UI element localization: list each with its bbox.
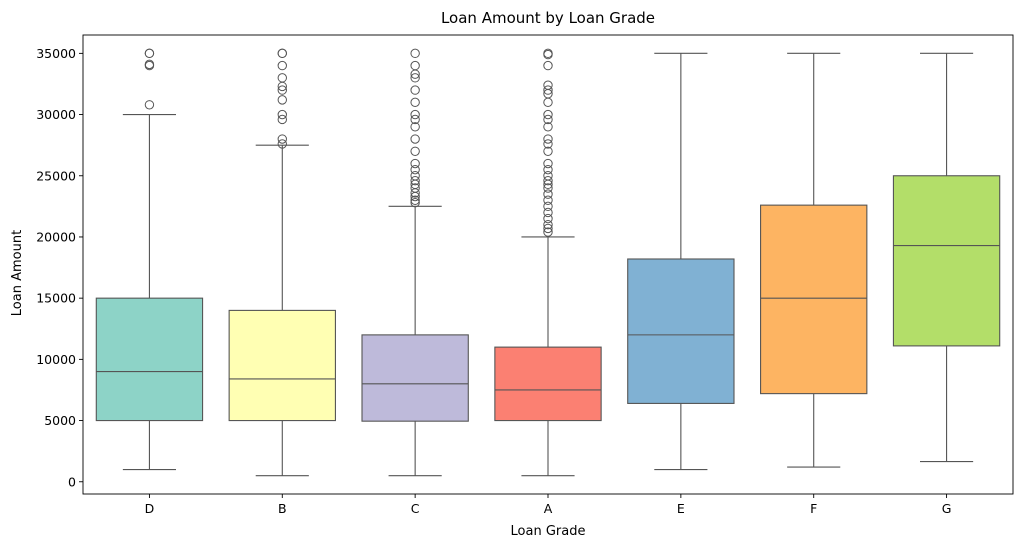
outlier-point [277, 85, 287, 95]
outlier-point [410, 175, 420, 186]
outlier-point [277, 109, 287, 120]
y-tick-label: 0 [68, 474, 76, 489]
outlier-point [410, 69, 420, 79]
y-tick-label: 35000 [36, 46, 76, 61]
outlier-point [410, 195, 420, 205]
outlier-point [543, 48, 553, 59]
outlier-point [543, 89, 553, 99]
outlier-point [410, 179, 420, 190]
outlier-point [277, 73, 287, 83]
outlier-point [410, 171, 420, 181]
outlier-point [277, 114, 287, 125]
y-tick-label: 20000 [36, 229, 76, 244]
x-axis-label: Loan Grade [511, 524, 586, 539]
plot-area: 0 5000 10000 15000 20000 25000 30000 35000 D B C A E… [36, 46, 1001, 516]
x-tick-label: D [145, 501, 155, 516]
outlier-point [543, 134, 553, 144]
x-tick-label: F [810, 501, 817, 516]
box-C [361, 334, 469, 422]
outlier-point [543, 175, 553, 186]
outlier-point [543, 60, 553, 71]
box-A [494, 346, 602, 422]
x-tick-label: G [942, 501, 952, 516]
outlier-point [410, 97, 420, 108]
outlier-point [410, 191, 420, 202]
outlier-point [410, 109, 420, 120]
outlier-point [543, 189, 553, 199]
outlier-point [543, 97, 553, 108]
outlier-point [543, 122, 553, 132]
outlier-point [543, 85, 553, 95]
outlier-point [410, 146, 420, 156]
outlier-point [543, 213, 553, 224]
outlier-point [144, 100, 155, 110]
outlier-point [543, 164, 553, 175]
outlier-point [277, 60, 287, 71]
outlier-point [543, 171, 553, 181]
outlier-point [410, 197, 420, 208]
x-tick-label: E [677, 501, 685, 516]
y-tick-label: 25000 [36, 168, 76, 183]
x-tick-label: B [278, 501, 287, 516]
outlier-point [543, 179, 553, 190]
outlier-point [410, 158, 420, 169]
y-tick-label: 5000 [44, 413, 76, 428]
box-F [760, 204, 868, 395]
outlier-point [543, 146, 553, 156]
y-tick-label: 10000 [36, 352, 76, 367]
outlier-point [144, 48, 155, 59]
box-D [95, 297, 204, 422]
outlier-point [277, 95, 287, 105]
box-B [228, 309, 336, 422]
outlier-point [410, 122, 420, 132]
outlier-point [410, 48, 420, 59]
outlier-point [277, 48, 287, 59]
outlier-point [543, 158, 553, 169]
outlier-point [277, 139, 287, 149]
y-tick-label: 30000 [36, 107, 76, 122]
y-tick-label: 15000 [36, 291, 76, 306]
outlier-point [543, 80, 553, 90]
outlier-point [543, 139, 553, 149]
plot-frame [82, 34, 1014, 495]
outlier-point [410, 114, 420, 125]
outlier-point [410, 164, 420, 175]
box-G [892, 175, 1001, 347]
outlier-point [543, 195, 553, 205]
outlier-point [144, 59, 155, 70]
outlier-point [543, 201, 553, 212]
chart-title: Loan Amount by Loan Grade [441, 9, 655, 27]
outlier-point [543, 183, 553, 193]
outlier-point [410, 60, 420, 71]
outlier-point [410, 134, 420, 144]
outlier-point [410, 183, 420, 193]
outlier-point [410, 85, 420, 95]
box-E [627, 258, 735, 404]
outlier-point [543, 109, 553, 120]
x-tick-label: C [411, 501, 420, 516]
y-axis-label: Loan Amount [10, 230, 25, 316]
x-tick-label: A [544, 501, 553, 516]
outlier-point [543, 207, 553, 218]
outlier-point [277, 81, 287, 92]
outlier-point [543, 114, 553, 125]
outlier-point [543, 227, 553, 237]
outlier-point [277, 134, 287, 144]
outlier-point [410, 73, 420, 83]
outlier-point [543, 220, 553, 230]
outlier-point [543, 223, 553, 234]
